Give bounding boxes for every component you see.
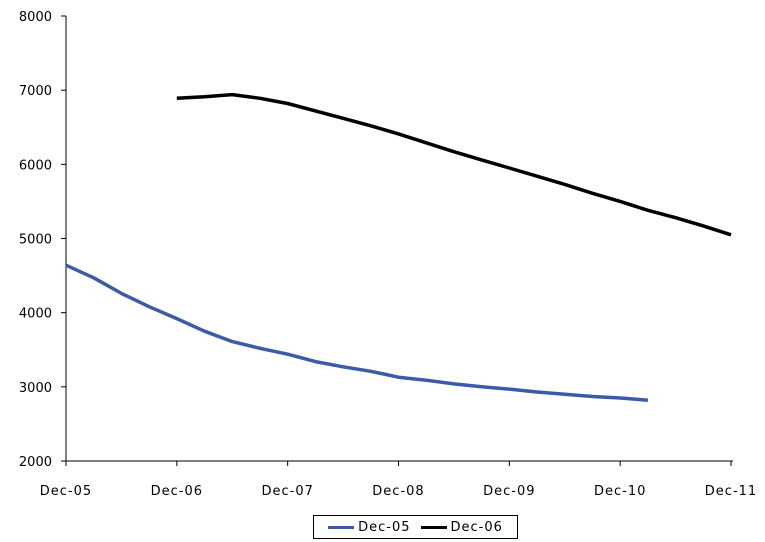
legend-label-dec-05: Dec-05: [358, 519, 411, 535]
y-tick-label: 7000: [19, 84, 52, 99]
x-tick-label: Dec-07: [261, 484, 313, 499]
y-tick-label: 8000: [19, 10, 52, 25]
x-tick-label: Dec-11: [705, 484, 757, 499]
legend-item-dec-06: Dec-06: [420, 519, 503, 535]
legend-swatch-dec-06: [420, 525, 447, 529]
legend-item-dec-05: Dec-05: [328, 520, 410, 535]
y-tick-label: 6000: [19, 158, 52, 173]
y-tick-label: 2000: [19, 455, 52, 470]
x-tick-label: Dec-05: [40, 484, 92, 499]
legend-swatch-dec-05: [328, 525, 355, 529]
axes: [65, 16, 733, 462]
series-line-dec-05: [65, 263, 649, 402]
legend-label-dec-06: Dec-06: [450, 519, 503, 535]
y-tick-label: 3000: [19, 381, 52, 396]
series-line-dec-06: [176, 92, 732, 237]
y-tick-label: 5000: [19, 233, 52, 248]
series-lines: [65, 92, 732, 402]
x-tick-label: Dec-09: [483, 484, 535, 499]
x-tick-label: Dec-06: [151, 484, 203, 499]
x-axis-ticks: Dec-05 Dec-06 Dec-07 Dec-08 Dec-09 Dec-10 Dec-…: [40, 461, 757, 499]
y-axis-ticks: 2000 3000 4000 5000 6000 7000 8000: [19, 10, 66, 470]
x-tick-label: Dec-10: [594, 484, 646, 499]
x-tick-label: Dec-08: [372, 484, 424, 499]
legend: Dec-05 Dec-06: [313, 515, 518, 539]
y-tick-label: 4000: [19, 307, 52, 322]
